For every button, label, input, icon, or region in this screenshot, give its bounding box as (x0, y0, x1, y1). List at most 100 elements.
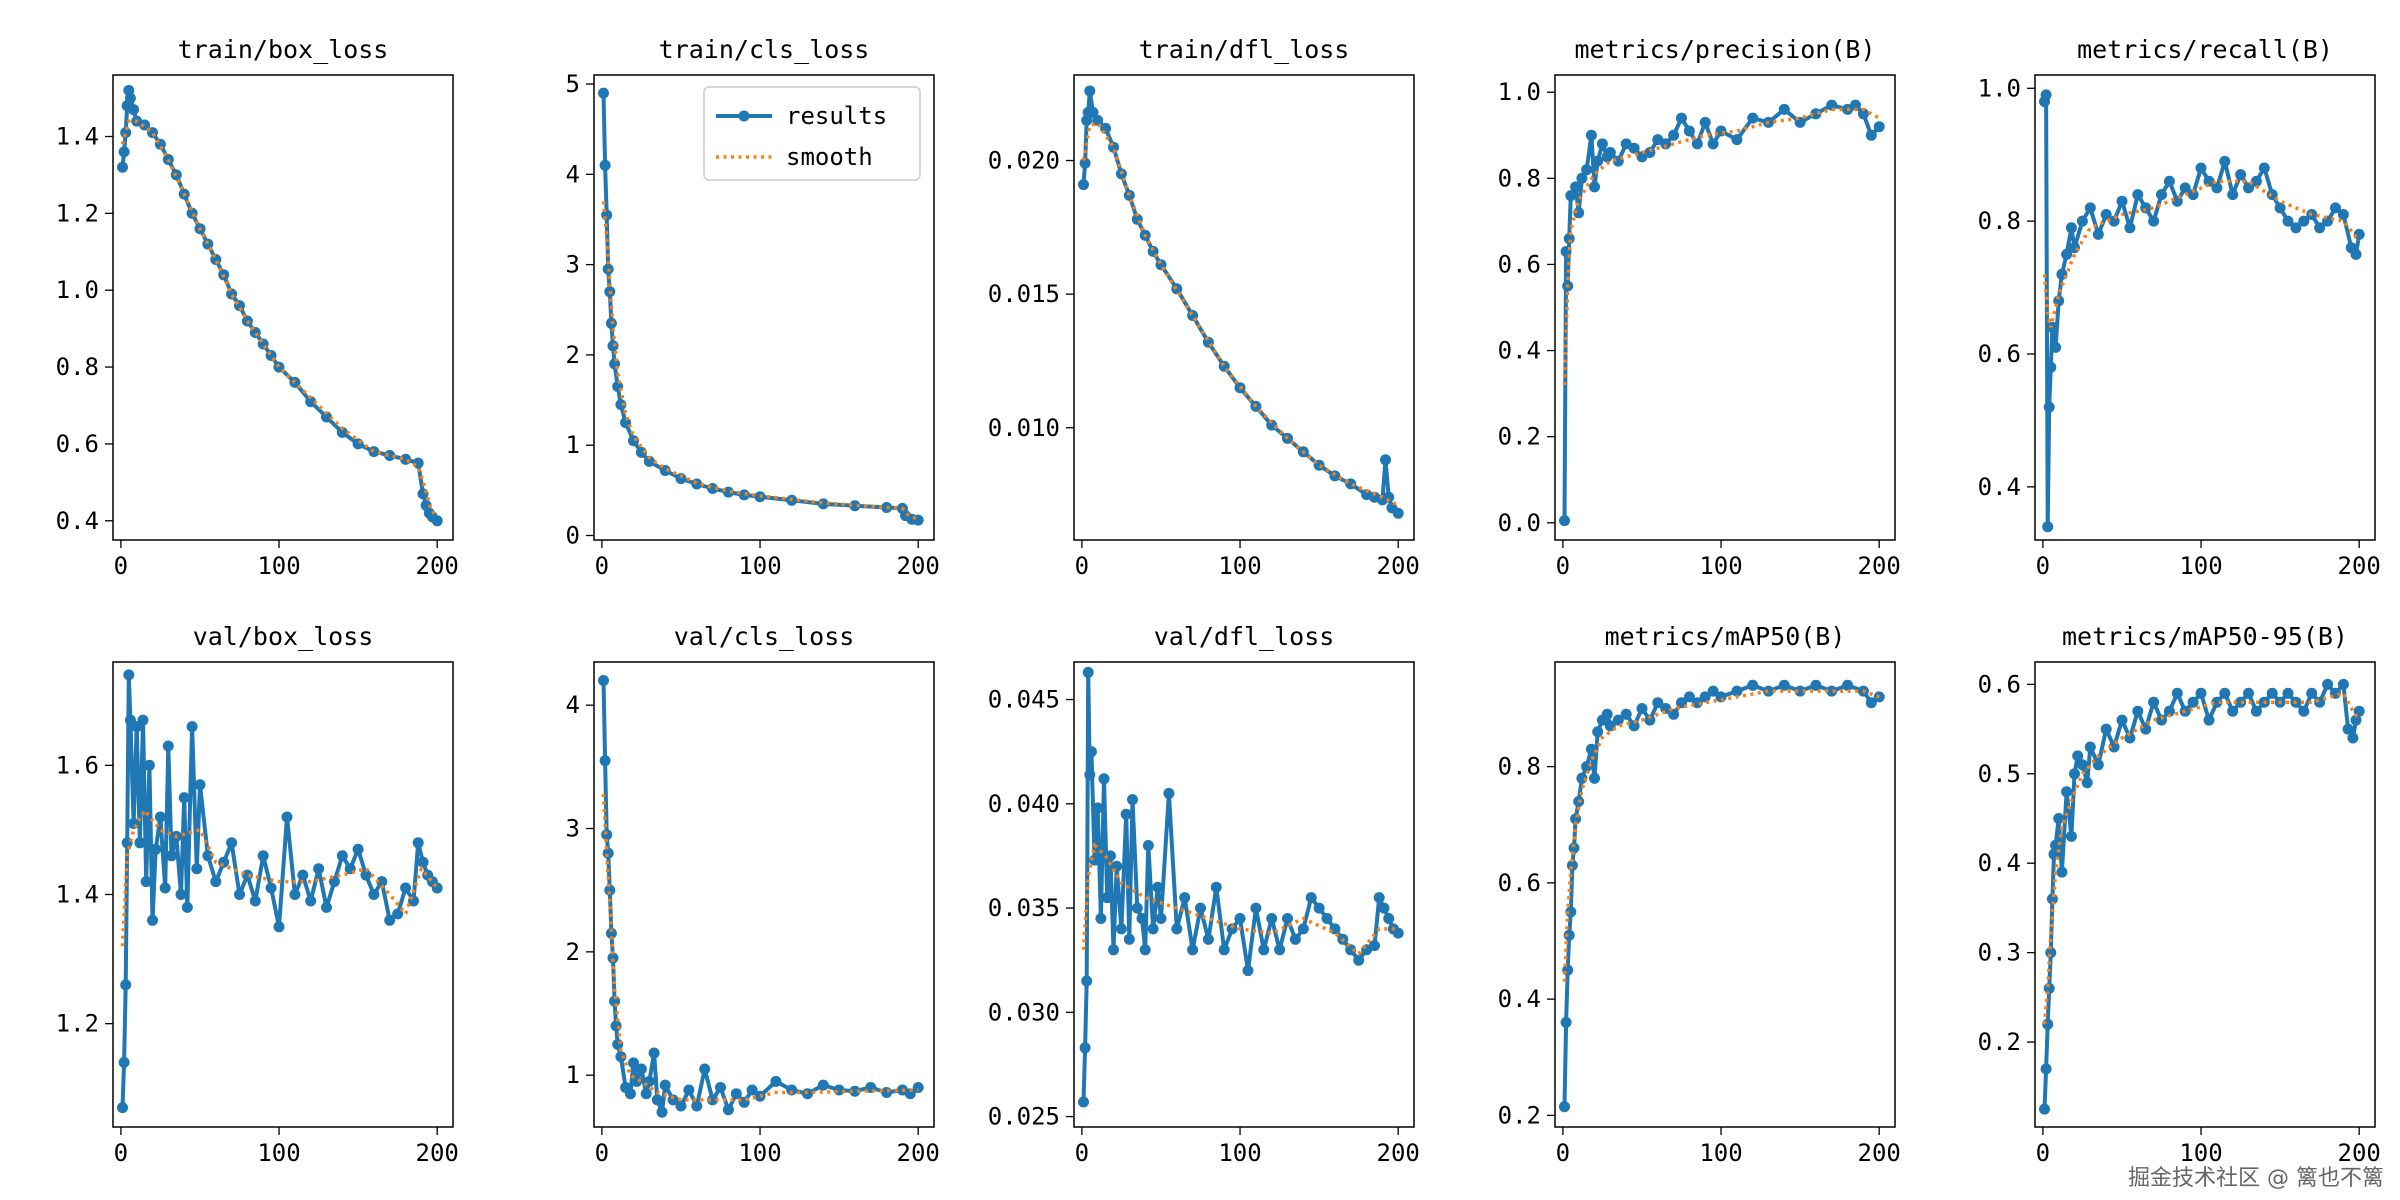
results-data-point (1092, 114, 1104, 126)
subplot-5: metrics/recall(B) 0 100 200 0.4 0.6 0.8 1.0 (1978, 35, 2381, 580)
x-tick-label: 0 (1556, 552, 1570, 580)
x-tick-label: 0 (2036, 552, 2050, 580)
subplot-title: train/cls_loss (659, 35, 870, 64)
plot-area (1559, 99, 1885, 527)
results-data-point (265, 882, 277, 894)
results-data-point (2072, 750, 2084, 762)
results-data-point (2195, 687, 2207, 699)
results-data-point (392, 908, 404, 920)
plot-frame (112, 661, 454, 1128)
results-data-point (1142, 840, 1154, 851)
results-data-point (360, 869, 372, 881)
results-data-point (218, 856, 230, 868)
results-data-point (1810, 108, 1822, 120)
results-data-point (1747, 112, 1759, 124)
results-data-point (2211, 696, 2223, 708)
plot-frame (1073, 74, 1415, 541)
results-data-point (2081, 777, 2093, 789)
results-data-point (143, 759, 155, 771)
results-data-point (1152, 881, 1164, 893)
results-data-point (1676, 112, 1687, 124)
results-data-point (384, 914, 396, 926)
results-data-point (1865, 129, 1877, 141)
results-data-point (1826, 685, 1838, 697)
plot-frame (1073, 661, 1415, 1128)
results-data-point (675, 1100, 687, 1112)
results-data-point (191, 863, 203, 875)
results-data-point (273, 921, 285, 933)
x-tick-label: 100 (1699, 552, 1742, 580)
results-data-point (162, 740, 174, 752)
results-data-point (1707, 685, 1719, 697)
y-tick-label: 0.045 (988, 686, 1060, 714)
y-tick-label: 1 (566, 431, 580, 459)
results-data-point (118, 1056, 130, 1068)
results-data-point (150, 843, 162, 855)
results-data-point (722, 1104, 734, 1116)
results-data-point (1747, 679, 1759, 691)
plot-area (598, 675, 924, 1118)
results-data-point (1573, 207, 1585, 219)
results-data-point (226, 837, 238, 849)
results-data-point (849, 1085, 861, 1097)
y-tick-label: 2 (566, 938, 580, 966)
results-data-point (881, 502, 893, 513)
plot-frame (2034, 661, 2376, 1128)
results-data-point (667, 1094, 679, 1106)
results-data-point (1084, 769, 1096, 781)
x-tick-label: 200 (1858, 552, 1901, 580)
x-tick-label: 200 (416, 1139, 459, 1167)
results-data-point (2266, 687, 2278, 699)
results-data-point (615, 1051, 627, 1063)
results-data-point (1095, 913, 1107, 924)
legend-results-label: results (786, 102, 887, 130)
results-data-point (2282, 215, 2294, 227)
y-tick-label: 0.6 (1498, 869, 1541, 897)
results-data-point (2156, 714, 2167, 726)
results-data-point (607, 340, 619, 352)
results-data-point (2039, 1103, 2050, 1115)
results-data-point (1329, 470, 1341, 482)
results-data-point (376, 876, 388, 888)
results-data-point (770, 1075, 782, 1087)
plot-area (1078, 666, 1404, 1108)
y-tick-label: 0.6 (1498, 250, 1541, 278)
results-data-point (128, 104, 140, 116)
y-tick-label: 0.5 (1978, 760, 2021, 788)
subplot-1: train/box_loss 0 100 200 0.4 0.6 0.8 1.0 1.2 1.4 (56, 35, 459, 580)
results-data-point (297, 869, 309, 881)
y-tick-label: 0.8 (56, 353, 99, 381)
results-data-point (1131, 902, 1143, 914)
results-data-point (1683, 691, 1695, 703)
results-data-point (2227, 705, 2239, 717)
x-tick-label: 100 (1218, 552, 1261, 580)
results-data-point (273, 361, 285, 373)
results-data-point (1563, 929, 1575, 941)
results-data-point (1581, 164, 1593, 176)
results-data-point (2100, 723, 2112, 735)
results-data-point (2195, 162, 2207, 174)
results-data-point (1731, 685, 1743, 697)
results-data-point (2314, 222, 2326, 234)
results-data-point (2042, 1018, 2054, 1030)
results-data-point (2171, 687, 2183, 699)
subplot-title: train/dfl_loss (1139, 35, 1350, 64)
results-data-point (2124, 222, 2136, 234)
results-data-point (2116, 714, 2128, 726)
results-data-point (1202, 933, 1214, 945)
results-data-point (1258, 944, 1270, 956)
results-data-point (1101, 892, 1113, 904)
results-data-point (1289, 933, 1301, 945)
results-data-point (2203, 714, 2215, 726)
results-data-point (1683, 125, 1695, 137)
x-tick-label: 100 (1699, 1139, 1742, 1167)
results-data-point (2053, 813, 2065, 824)
results-data-point (730, 1088, 742, 1100)
results-data-point (1383, 913, 1395, 924)
results-data-point (1850, 99, 1861, 111)
results-data-point (249, 895, 261, 907)
results-data-point (1321, 913, 1333, 924)
results-data-point (2322, 215, 2334, 227)
x-tick-label: 0 (1075, 552, 1089, 580)
y-tick-label: 0.035 (988, 894, 1060, 922)
